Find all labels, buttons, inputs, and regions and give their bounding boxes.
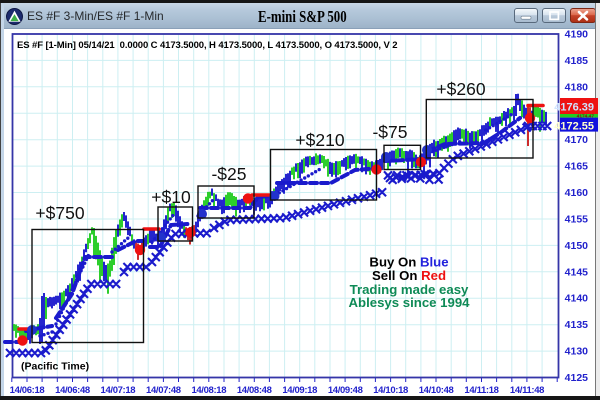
svg-text:14/07:48: 14/07:48 — [146, 385, 181, 396]
svg-text:4135: 4135 — [565, 319, 589, 331]
svg-text:14/06:18: 14/06:18 — [10, 385, 45, 396]
svg-text:Trading made easy: Trading made easy — [350, 282, 469, 297]
svg-text:-$25: -$25 — [211, 164, 246, 184]
svg-text:Ablesys since 1994: Ablesys since 1994 — [349, 295, 471, 310]
svg-text:14/09:48: 14/09:48 — [328, 385, 363, 396]
svg-text:4145: 4145 — [565, 266, 589, 278]
svg-text:4130: 4130 — [565, 346, 589, 358]
svg-text:4150: 4150 — [565, 240, 589, 252]
svg-text:14/08:18: 14/08:18 — [191, 385, 226, 396]
svg-text:4155: 4155 — [565, 214, 589, 226]
svg-text:Buy On Blue: Buy On Blue — [369, 255, 448, 270]
svg-text:14/09:18: 14/09:18 — [282, 385, 317, 396]
svg-text:ES #F [1-Min] 05/14/21 0.0000: ES #F [1-Min] 05/14/21 0.0000 C 4173.500… — [17, 40, 397, 51]
svg-text:14/11:18: 14/11:18 — [464, 385, 498, 396]
svg-text:4165: 4165 — [565, 161, 589, 173]
svg-text:4176.39: 4176.39 — [554, 102, 594, 114]
svg-text:14/07:18: 14/07:18 — [101, 385, 136, 396]
svg-text:Sell On Red: Sell On Red — [372, 268, 446, 283]
svg-text:4180: 4180 — [565, 81, 589, 93]
svg-text:4125: 4125 — [565, 372, 589, 384]
svg-text:4140: 4140 — [565, 293, 589, 305]
svg-text:+$10: +$10 — [151, 187, 191, 207]
svg-text:4185: 4185 — [565, 55, 589, 67]
svg-text:+$260: +$260 — [436, 79, 485, 99]
svg-text:14/11:48: 14/11:48 — [510, 385, 544, 396]
svg-text:-$75: -$75 — [372, 122, 407, 142]
svg-text:4170: 4170 — [565, 134, 589, 146]
svg-text:14/06:48: 14/06:48 — [55, 385, 90, 396]
svg-text:4190: 4190 — [565, 29, 589, 41]
svg-text:4172.55: 4172.55 — [554, 121, 594, 133]
svg-text:14/10:48: 14/10:48 — [419, 385, 454, 396]
svg-text:14/08:48: 14/08:48 — [237, 385, 272, 396]
svg-text:+$750: +$750 — [35, 203, 84, 223]
svg-text:+$210: +$210 — [295, 130, 344, 150]
svg-text:(Pacific Time): (Pacific Time) — [21, 361, 89, 373]
svg-text:14/10:18: 14/10:18 — [373, 385, 408, 396]
svg-text:4160: 4160 — [565, 187, 589, 199]
svg-text:4174.47: 4174.47 — [577, 113, 595, 119]
